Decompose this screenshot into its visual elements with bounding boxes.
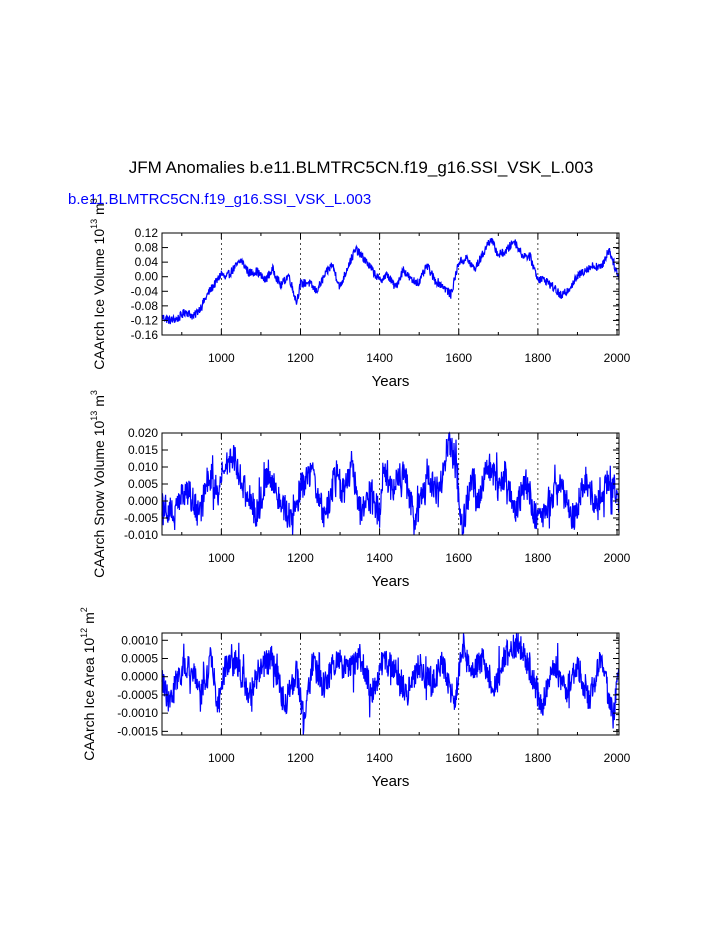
x-tick-label: 1400 [366,751,393,765]
x-axis-label: Years [372,573,410,590]
y-tick-label: -0.0015 [117,724,158,738]
y-tick-label: 0.0000 [121,670,158,684]
x-tick-label: 2000 [604,551,631,565]
x-tick-label: 1200 [287,351,314,365]
x-tick-label: 1600 [445,551,472,565]
x-tick-label: 2000 [604,751,631,765]
y-tick-label: -0.010 [124,528,158,542]
y-tick-label: 0.08 [135,241,159,255]
panel-1: 1000 1200 1400 1600 1800 2000 0.120.080.040.00… [89,198,631,390]
y-tick-label: -0.04 [131,284,159,298]
y-tick-label: 0.015 [128,443,158,457]
x-tick-label: 1200 [287,551,314,565]
x-tick-label: 2000 [604,351,631,365]
x-tick-label: 1800 [525,351,552,365]
y-tick-label: -0.005 [124,511,158,525]
x-tick-label: 1000 [208,551,235,565]
y-tick-label: 0.010 [128,460,158,474]
x-axis-label: Years [372,373,410,390]
y-tick-label: 0.00 [135,270,159,284]
x-tick-label: 1400 [366,551,393,565]
y-tick-label: -0.0010 [117,706,158,720]
x-tick-label: 1200 [287,751,314,765]
y-tick-label: 0.020 [128,426,158,440]
y-tick-label: 0.0005 [121,652,158,666]
x-tick-label: 1000 [208,351,235,365]
x-tick-label: 1600 [445,351,472,365]
y-tick-label: 0.12 [135,226,159,240]
y-tick-label: 0.005 [128,477,158,491]
x-tick-label: 1400 [366,351,393,365]
y-tick-label: 0.04 [135,255,159,269]
y-axis-label: CAArch Ice Volume 1013 m3 [89,198,107,369]
y-tick-label: 0.000 [128,494,158,508]
x-tick-label: 1600 [445,751,472,765]
x-tick-label: 1800 [525,551,552,565]
y-tick-label: -0.0005 [117,688,158,702]
series-line [161,237,620,325]
y-axis-label: CAArch Snow Volume 1013 m3 [89,390,107,578]
panel-3: 1000 1200 1400 1600 1800 2000 0.0010 0.0005 0.00… [79,607,631,790]
x-tick-label: 1800 [525,751,552,765]
x-tick-label: 1000 [208,751,235,765]
series-line [161,632,620,736]
y-axis-label: CAArch Ice Area 1012 m2 [79,607,97,761]
figure-subtitle: b.e11.BLMTRC5CN.f19_g16.SSI_VSK_L.003 [68,191,371,208]
panel-2: 1000 1200 1400 1600 1800 2000 0.020 0.015 0.010 0… [89,390,631,590]
series-line [161,431,620,536]
y-tick-label: 0.0010 [121,633,158,647]
y-tick-label: -0.08 [131,299,159,313]
x-axis-label: Years [372,773,410,790]
figure-title: JFM Anomalies b.e11.BLMTRC5CN.f19_g16.SS… [129,158,594,177]
y-tick-label: -0.16 [131,328,159,342]
y-tick-label: -0.12 [131,313,159,327]
